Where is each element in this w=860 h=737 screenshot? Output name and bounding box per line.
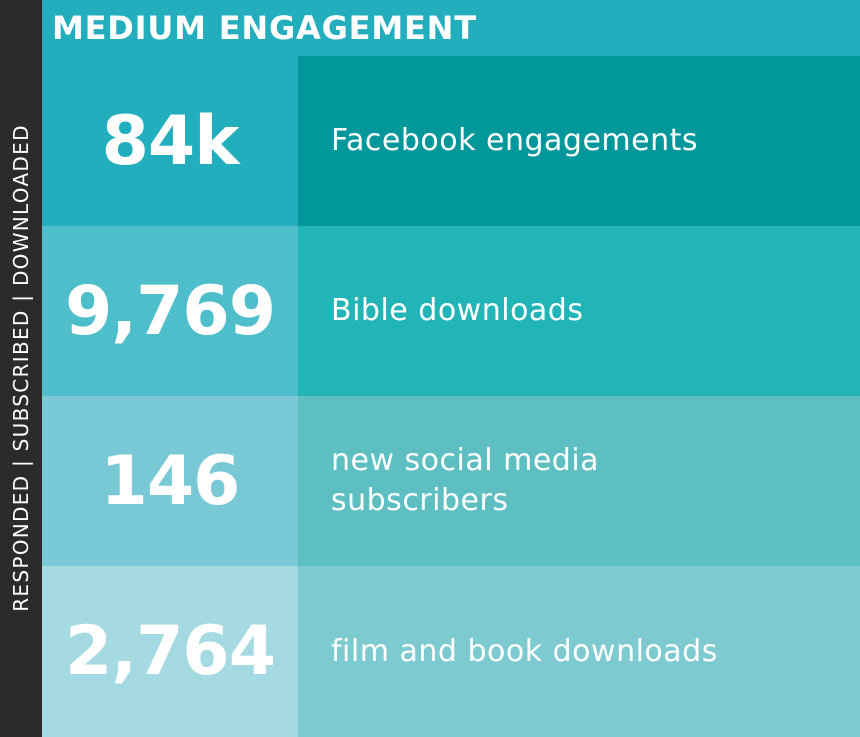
- stat-label: film and book downloads: [331, 633, 718, 669]
- stat-label-cell: Facebook engagements: [298, 56, 860, 226]
- stat-label: Bible downloads: [331, 293, 584, 328]
- stat-label-cell: Bible downloads: [298, 226, 860, 396]
- side-bar: RESPONDED | SUBSCRIBED | DOWNLOADED: [0, 0, 42, 737]
- stat-value-cell: 84k: [42, 56, 298, 226]
- stat-value-cell: 2,764: [42, 566, 298, 737]
- stat-label: new social media subscribers: [331, 443, 600, 518]
- stat-row-social: 146 new social media subscribers: [42, 396, 860, 566]
- stat-row-bible: 9,769 Bible downloads: [42, 226, 860, 396]
- stat-value: 2,764: [64, 612, 276, 691]
- header: MEDIUM ENGAGEMENT: [42, 0, 860, 56]
- stat-value-cell: 146: [42, 396, 298, 566]
- stat-row-film-book: 2,764 film and book downloads: [42, 566, 860, 737]
- side-label: RESPONDED | SUBSCRIBED | DOWNLOADED: [9, 124, 33, 612]
- stat-value-cell: 9,769: [42, 226, 298, 396]
- stat-label-cell: new social media subscribers: [298, 396, 860, 566]
- stat-row-facebook: 84k Facebook engagements: [42, 56, 860, 226]
- stat-value: 146: [100, 441, 241, 521]
- header-title: MEDIUM ENGAGEMENT: [52, 9, 477, 47]
- stat-value: 9,769: [64, 271, 276, 351]
- stat-label-cell: film and book downloads: [298, 566, 860, 737]
- stat-value: 84k: [101, 101, 240, 181]
- stat-label: Facebook engagements: [331, 123, 698, 158]
